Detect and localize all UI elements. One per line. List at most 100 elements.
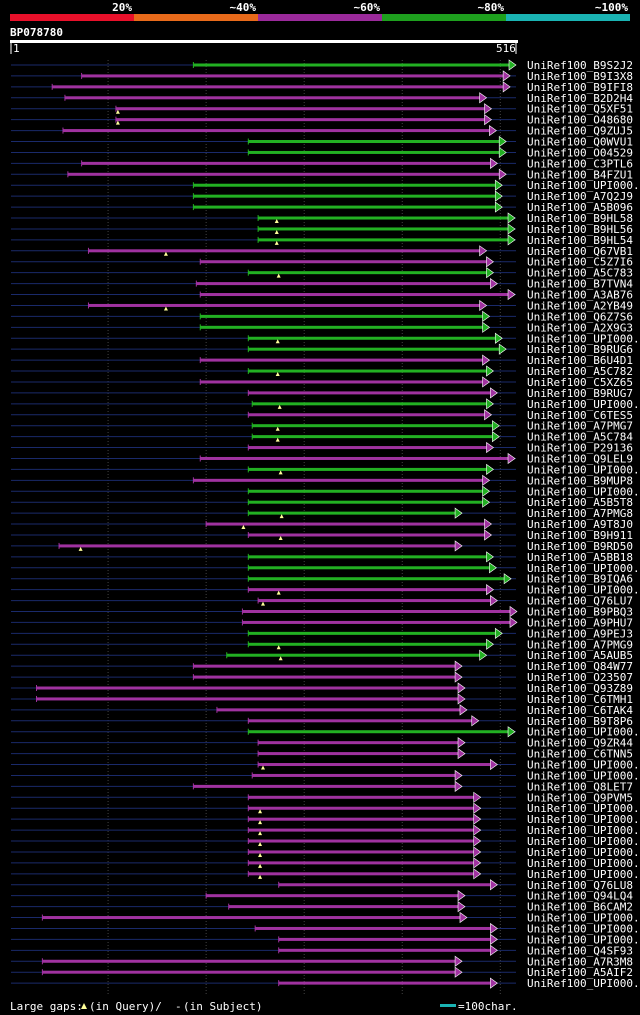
hit-label: UniRef100_Q9ZUJ5 (527, 125, 633, 138)
match-bar (278, 937, 492, 941)
hit-label: UniRef100_C6TES5 (527, 409, 633, 422)
match-end-arrow (471, 715, 480, 727)
match-bar (248, 511, 457, 515)
footer-in-query: (in Query)/ (89, 1000, 162, 1013)
match-bar (42, 916, 461, 920)
query-gap-marker (115, 109, 120, 114)
hit-label: UniRef100_Q9ZR44 (527, 737, 633, 750)
match-bar (248, 555, 488, 559)
hit-row: UniRef100_B9MUP8 (11, 474, 633, 487)
hit-label: UniRef100_A7Q2J9 (527, 190, 633, 203)
match-bar (258, 227, 510, 231)
match-end-arrow (489, 562, 497, 574)
hit-row: UniRef100_Q0WVU1 (11, 136, 633, 149)
match-end-arrow (490, 157, 498, 169)
match-bar (248, 861, 475, 865)
hit-label: UniRef100_Q76LU7 (527, 595, 633, 608)
hit-row: UniRef100_Q5XF51 (11, 103, 633, 116)
match-bar (248, 500, 484, 504)
match-end-arrow (484, 529, 493, 541)
hit-label: UniRef100_B9HL54 (527, 234, 633, 247)
hit-row: UniRef100_B9S2J2 (11, 59, 633, 72)
match-end-arrow (454, 955, 463, 967)
hit-label: UniRef100_A7PMG9 (527, 638, 633, 651)
match-bar (248, 872, 475, 876)
match-bar (258, 763, 492, 767)
match-bar (248, 533, 486, 537)
hit-row: UniRef100_B9HL54 (11, 234, 633, 247)
match-bar (248, 150, 501, 154)
hit-label: UniRef100_B4FZU1 (527, 168, 633, 181)
hit-row: UniRef100_UPI000... (11, 857, 640, 870)
hit-label: UniRef100_UPI000... (527, 846, 640, 859)
match-end-arrow (490, 944, 498, 956)
match-bar (278, 948, 492, 952)
match-end-arrow (498, 168, 507, 180)
match-bar (228, 905, 460, 909)
hit-row: UniRef100_UPI000... (11, 463, 640, 476)
match-bar (200, 456, 510, 460)
match-bar (36, 697, 460, 701)
hit-label: UniRef100_Q8LET7 (527, 780, 633, 793)
hit-label: UniRef100_B6U4D1 (527, 354, 633, 367)
hit-rows: UniRef100_B9S2J2UniRef100_B9I3X8UniRef10… (11, 59, 640, 990)
query-id: BP078780 (10, 26, 63, 39)
hit-label: UniRef100_UPI000... (527, 802, 640, 815)
match-end-arrow (490, 879, 498, 891)
match-bar (200, 314, 484, 318)
hit-label: UniRef100_C3PTL6 (527, 157, 633, 170)
hit-row: UniRef100_C6TAK4 (11, 704, 633, 717)
match-end-arrow (457, 748, 466, 760)
hit-label: UniRef100_UPI000... (527, 562, 640, 575)
match-end-arrow (479, 299, 488, 312)
hit-row: UniRef100_A5BB18 (11, 551, 633, 564)
hit-label: UniRef100_C5XZ65 (527, 376, 633, 389)
match-end-arrow (473, 791, 482, 803)
match-end-arrow (473, 824, 482, 836)
match-end-arrow (486, 584, 494, 596)
hit-row: UniRef100_Q6Z7S6 (11, 310, 633, 323)
match-bar (278, 981, 492, 985)
query-gap-marker (258, 874, 263, 879)
hit-row: UniRef100_Q9PVM5 (11, 791, 633, 804)
match-bar (248, 730, 510, 734)
match-bar (258, 599, 492, 603)
legend-segment (382, 14, 506, 21)
query-gap-marker (275, 339, 280, 344)
match-end-arrow (473, 857, 482, 869)
match-end-arrow (454, 769, 463, 782)
match-bar (248, 140, 501, 144)
hit-label: UniRef100_Q9PVM5 (527, 791, 633, 804)
match-end-arrow (509, 605, 518, 618)
match-end-arrow (473, 846, 482, 858)
hit-row: UniRef100_Q67VB1 (11, 245, 633, 258)
legend-label: ~60% (354, 1, 381, 14)
match-bar (193, 664, 457, 668)
hit-row: UniRef100_A9PHU7 (11, 616, 633, 629)
match-bar (258, 216, 510, 220)
match-end-arrow (494, 332, 503, 344)
match-bar (242, 620, 511, 624)
legend-segment (134, 14, 258, 21)
match-bar (248, 631, 497, 635)
hit-row: UniRef100_A9PEJ3 (11, 627, 633, 640)
match-end-arrow (473, 813, 482, 825)
hit-label: UniRef100_B9IQA6 (527, 573, 633, 586)
hit-label: UniRef100_A9PEJ3 (527, 627, 633, 640)
hit-row: UniRef100_O48680 (11, 114, 633, 127)
hit-label: UniRef100_A7PMG8 (527, 507, 633, 520)
match-end-arrow (484, 409, 493, 421)
match-end-arrow (457, 890, 466, 902)
hit-label: UniRef100_A9T8J0 (527, 518, 633, 531)
hit-row: UniRef100_B6CAM2 (11, 901, 633, 914)
hit-row: UniRef100_UPI000... (11, 769, 640, 782)
identity-legend: 20% ~40% ~60% ~80% ~100% (10, 1, 630, 21)
match-end-arrow (498, 146, 507, 159)
hit-row: UniRef100_A7R3M8 (11, 955, 633, 968)
match-bar (248, 839, 475, 843)
hit-label: UniRef100_A5C782 (527, 365, 633, 378)
query-gap-marker (276, 645, 281, 650)
hit-label: UniRef100_UPI000... (527, 179, 640, 192)
match-end-arrow (482, 496, 491, 508)
footer-dash: - (175, 1000, 182, 1013)
